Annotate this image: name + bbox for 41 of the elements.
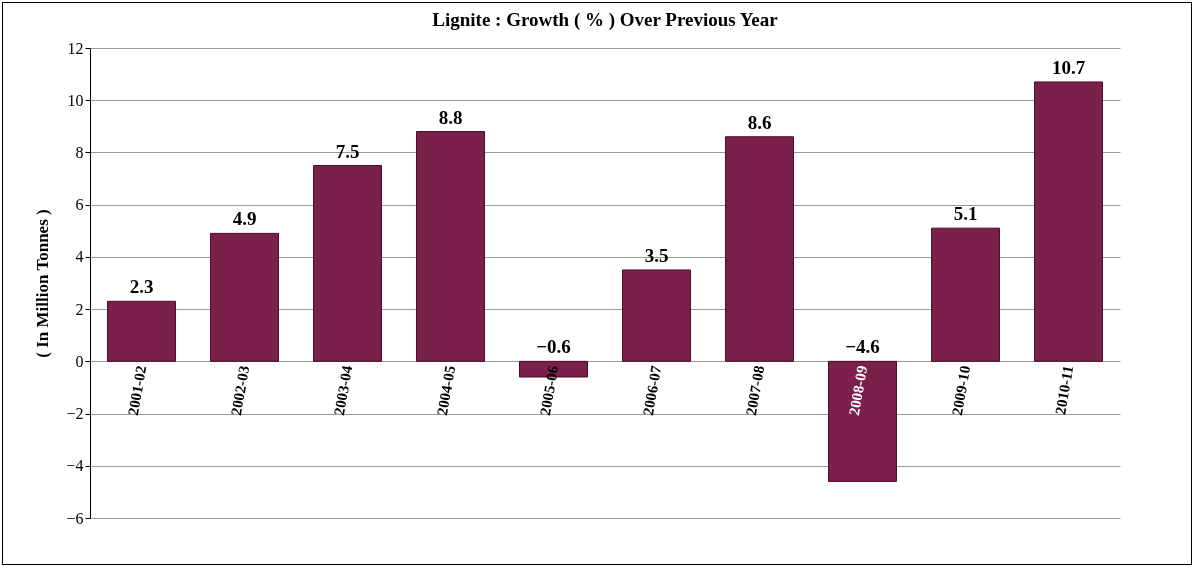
y-tick-label: 4 <box>75 248 84 266</box>
bar <box>725 136 794 362</box>
y-tick-label: 2 <box>75 300 84 318</box>
bar <box>107 300 176 362</box>
data-label: −4.6 <box>845 336 880 358</box>
y-axis-title: ( In Million Tonnes ) <box>33 209 53 358</box>
y-tick-label: 0 <box>75 352 84 370</box>
bar <box>210 232 279 362</box>
bar <box>1034 81 1103 362</box>
y-tick-label: −2 <box>66 405 84 423</box>
x-tick-label: 2006-07 <box>639 363 665 417</box>
x-tick-label: 2010-11 <box>1052 364 1077 416</box>
x-tick-label: 2009-10 <box>948 364 974 417</box>
x-tick-label: 2001-02 <box>124 364 150 417</box>
bar <box>416 131 485 362</box>
x-tick-label: 2007-08 <box>742 364 768 417</box>
data-label: 2.3 <box>129 276 154 298</box>
x-tick-label: 2005-06 <box>536 363 562 417</box>
data-label: 10.7 <box>1051 56 1086 78</box>
chart-title: Lignite : Growth ( % ) Over Previous Year <box>432 9 779 31</box>
y-tick-label: −4 <box>66 457 84 475</box>
data-label: 4.9 <box>232 208 257 230</box>
bar <box>313 165 382 362</box>
x-tick-label: 2002-03 <box>227 364 253 417</box>
data-label: 7.5 <box>335 140 360 162</box>
data-label: −0.6 <box>536 336 571 358</box>
x-tick-label: 2003-04 <box>330 363 356 417</box>
bar <box>931 227 1000 362</box>
bar <box>622 269 691 362</box>
y-tick-label: −6 <box>66 509 84 527</box>
y-tick-label: 12 <box>67 39 84 57</box>
x-tick-label: 2004-05 <box>433 364 459 417</box>
data-label: 8.8 <box>438 106 463 128</box>
data-label: 3.5 <box>644 244 669 266</box>
y-tick-label: 10 <box>67 91 84 109</box>
y-tick-label: 6 <box>75 196 84 214</box>
bar <box>828 360 897 482</box>
data-label: 8.6 <box>747 111 772 133</box>
y-tick-label: 8 <box>75 143 84 161</box>
x-tick-label: 2008-09 <box>845 364 871 417</box>
data-label: 5.1 <box>953 203 978 225</box>
